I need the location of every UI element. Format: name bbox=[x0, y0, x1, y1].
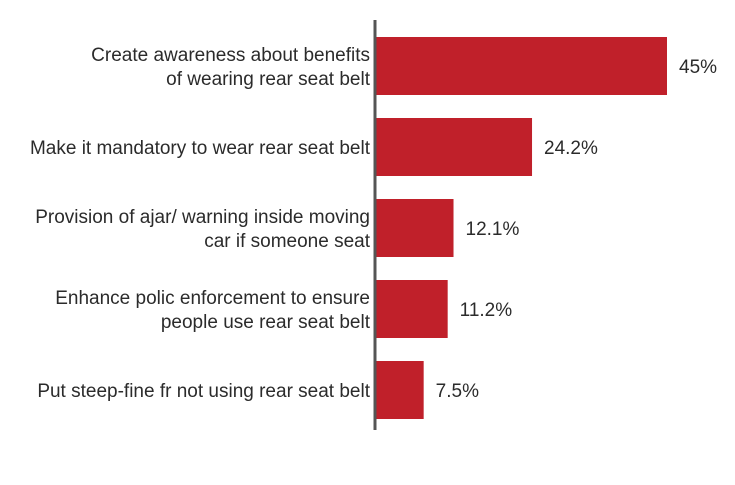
category-label-line: Provision of ajar/ warning inside moving bbox=[35, 207, 370, 228]
bar-4 bbox=[375, 280, 448, 338]
category-label-3: Provision of ajar/ warning inside moving… bbox=[35, 207, 370, 252]
value-label-2: 24.2% bbox=[544, 138, 598, 159]
bar-1 bbox=[375, 37, 667, 95]
bar-2 bbox=[375, 118, 533, 176]
category-label-2: Make it mandatory to wear rear seat belt bbox=[30, 138, 371, 159]
category-label-5: Put steep-fine fr not using rear seat be… bbox=[37, 381, 370, 402]
value-label-4: 11.2% bbox=[460, 300, 513, 321]
value-label-5: 7.5% bbox=[436, 381, 479, 402]
category-label-line: Put steep-fine fr not using rear seat be… bbox=[37, 381, 370, 402]
category-label-line: Create awareness about benefits bbox=[91, 45, 370, 66]
value-labels-group: 45% 24.2% 12.1% 11.2% 7.5% bbox=[436, 57, 717, 402]
value-label-1: 45% bbox=[679, 57, 717, 78]
bars-group bbox=[375, 37, 667, 419]
category-label-line: car if someone seat bbox=[204, 231, 371, 252]
value-label-3: 12.1% bbox=[466, 219, 520, 240]
category-label-line: people use rear seat belt bbox=[161, 312, 371, 333]
category-labels-group: Create awareness about benefits of wearin… bbox=[30, 45, 371, 402]
category-label-1: Create awareness about benefits of wearin… bbox=[91, 45, 371, 90]
category-label-line: of wearing rear seat belt bbox=[166, 69, 371, 90]
category-label-line: Make it mandatory to wear rear seat belt bbox=[30, 138, 371, 159]
bar-3 bbox=[375, 199, 454, 257]
category-label-line: Enhance polic enforcement to ensure bbox=[55, 288, 370, 309]
bar-5 bbox=[375, 361, 424, 419]
category-label-4: Enhance polic enforcement to ensure peopl… bbox=[55, 288, 370, 333]
